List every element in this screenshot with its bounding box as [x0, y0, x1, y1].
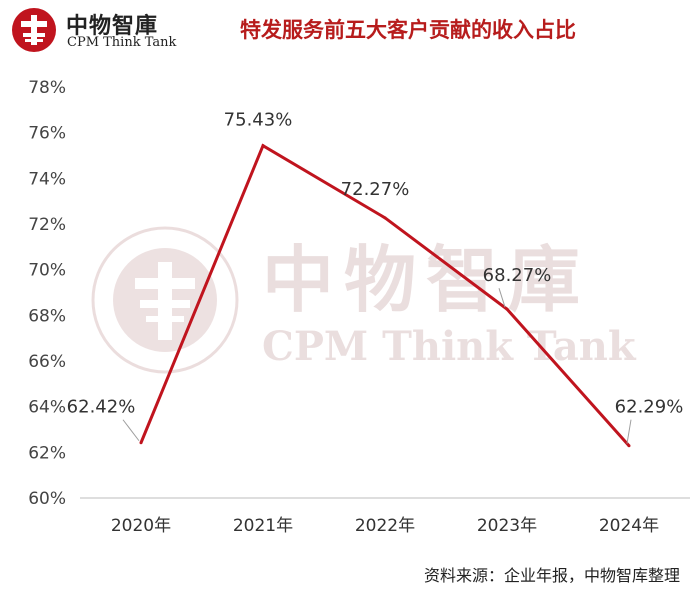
y-tick-label: 62%: [28, 443, 66, 463]
data-label: 62.42%: [67, 397, 136, 418]
y-tick-label: 76%: [28, 124, 66, 144]
brand-name-en: CPM Think Tank: [67, 35, 177, 50]
y-tick-label: 60%: [28, 489, 66, 509]
chart-title: 特发服务前五大客户贡献的收入占比: [240, 18, 576, 42]
source-note: 资料来源：企业年报，中物智库整理: [423, 566, 680, 585]
y-tick-label: 68%: [28, 306, 66, 326]
label-leader-line: [122, 419, 140, 442]
data-point: [505, 307, 509, 311]
seal-logo-icon: [12, 8, 56, 52]
data-label: 68.27%: [483, 265, 552, 286]
data-point: [261, 144, 265, 148]
x-tick-label: 2023年: [477, 516, 537, 536]
watermark: 中物智庫 CPM Think Tank: [91, 226, 637, 374]
brand-logo: 中物智庫 CPM Think Tank: [10, 6, 210, 54]
data-label: 62.29%: [615, 397, 684, 418]
y-tick-label: 74%: [28, 169, 66, 189]
watermark-brand-en: CPM Think Tank: [262, 323, 637, 370]
data-point: [383, 216, 387, 220]
chart-axes: 60% 62% 64% 66% 68% 70% 72% 74% 76% 78% 2020年 2021年…: [28, 78, 690, 536]
x-tick-label: 2020年: [111, 516, 171, 536]
watermark-seal-icon: [91, 226, 239, 374]
y-tick-label: 66%: [28, 352, 66, 372]
chart-plot: 62.42% 75.43% 72.27% 68.27% 62.29%: [67, 110, 684, 448]
data-label: 75.43%: [224, 110, 293, 131]
x-tick-label: 2021年: [233, 516, 293, 536]
watermark-brand-cn: 中物智庫: [262, 237, 590, 322]
label-leader-line: [626, 419, 632, 444]
brand-name-cn: 中物智庫: [66, 13, 159, 39]
data-point: [139, 441, 143, 445]
y-tick-label: 64%: [28, 398, 66, 418]
data-label: 72.27%: [341, 179, 410, 200]
y-tick-label: 78%: [28, 78, 66, 98]
x-tick-label: 2024年: [599, 516, 659, 536]
y-tick-label: 70%: [28, 261, 66, 281]
y-tick-label: 72%: [28, 215, 66, 235]
x-tick-label: 2022年: [355, 516, 415, 536]
label-leader-line: [498, 288, 506, 308]
data-point: [627, 444, 631, 448]
